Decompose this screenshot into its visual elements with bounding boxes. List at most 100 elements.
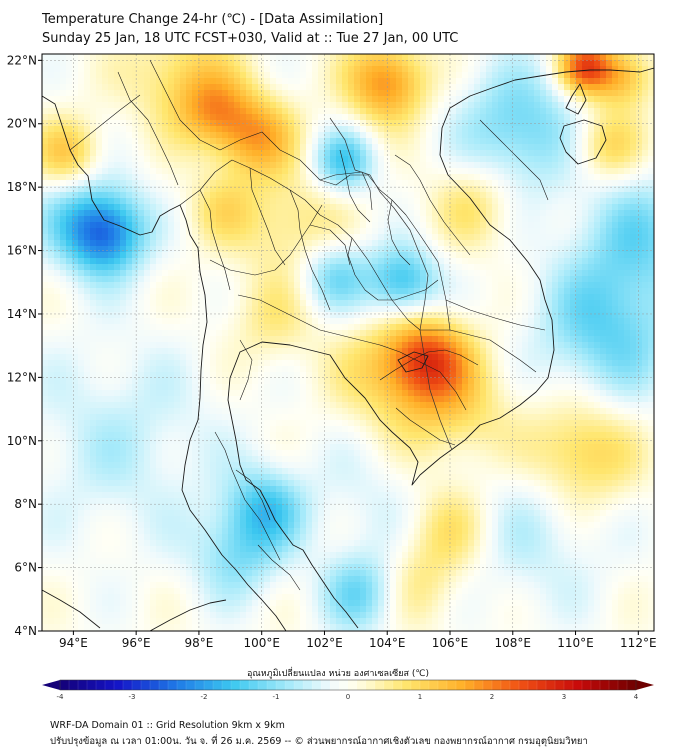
field-cell bbox=[132, 258, 139, 265]
field-cell bbox=[342, 132, 349, 139]
field-cell bbox=[510, 210, 517, 217]
field-cell bbox=[408, 270, 415, 277]
field-cell bbox=[168, 72, 175, 79]
field-cell bbox=[276, 192, 283, 199]
field-cell bbox=[246, 126, 253, 133]
field-cell bbox=[144, 282, 151, 289]
field-cell bbox=[564, 78, 571, 85]
field-cell bbox=[252, 132, 259, 139]
field-cell bbox=[468, 204, 475, 211]
field-cell bbox=[540, 90, 547, 97]
field-cell bbox=[270, 186, 277, 193]
field-cell bbox=[150, 60, 157, 67]
field-cell bbox=[42, 168, 49, 175]
field-cell bbox=[456, 204, 463, 211]
field-cell bbox=[138, 222, 145, 229]
field-cell bbox=[606, 240, 613, 247]
field-cell bbox=[342, 120, 349, 127]
field-cell bbox=[588, 216, 595, 223]
field-cell bbox=[264, 102, 271, 109]
field-cell bbox=[84, 186, 91, 193]
field-cell bbox=[468, 72, 475, 79]
field-cell bbox=[258, 342, 265, 349]
field-cell bbox=[294, 252, 301, 259]
field-cell bbox=[570, 252, 577, 259]
field-cell bbox=[510, 84, 517, 91]
field-cell bbox=[96, 324, 103, 331]
field-cell bbox=[456, 270, 463, 277]
field-cell bbox=[552, 144, 559, 151]
field-cell bbox=[276, 282, 283, 289]
field-cell bbox=[426, 162, 433, 169]
field-cell bbox=[180, 258, 187, 265]
field-cell bbox=[330, 96, 337, 103]
field-cell bbox=[288, 210, 295, 217]
field-cell bbox=[600, 270, 607, 277]
field-cell bbox=[144, 270, 151, 277]
field-cell bbox=[534, 282, 541, 289]
field-cell bbox=[192, 54, 199, 61]
field-cell bbox=[492, 228, 499, 235]
field-cell bbox=[168, 210, 175, 217]
field-cell bbox=[210, 222, 217, 229]
field-cell bbox=[486, 210, 493, 217]
field-cell bbox=[192, 210, 199, 217]
field-cell bbox=[348, 264, 355, 271]
field-cell bbox=[294, 138, 301, 145]
field-cell bbox=[624, 126, 631, 133]
field-cell bbox=[60, 162, 67, 169]
field-cell bbox=[450, 258, 457, 265]
field-cell bbox=[162, 216, 169, 223]
field-cell bbox=[348, 72, 355, 79]
field-cell bbox=[192, 120, 199, 127]
field-cell bbox=[420, 288, 427, 295]
field-cell bbox=[330, 144, 337, 151]
field-cell bbox=[294, 192, 301, 199]
field-cell bbox=[486, 132, 493, 139]
field-cell bbox=[156, 102, 163, 109]
field-cell bbox=[348, 84, 355, 91]
field-cell bbox=[156, 84, 163, 91]
field-cell bbox=[606, 60, 613, 67]
field-cell bbox=[342, 78, 349, 85]
field-cell bbox=[396, 96, 403, 103]
field-cell bbox=[492, 102, 499, 109]
field-cell bbox=[534, 228, 541, 235]
field-cell bbox=[48, 114, 55, 121]
field-cell bbox=[90, 342, 97, 349]
field-cell bbox=[486, 102, 493, 109]
field-cell bbox=[162, 102, 169, 109]
field-cell bbox=[456, 216, 463, 223]
field-cell bbox=[108, 258, 115, 265]
field-cell bbox=[54, 222, 61, 229]
field-cell bbox=[630, 330, 637, 337]
field-cell bbox=[132, 300, 139, 307]
field-cell bbox=[210, 144, 217, 151]
field-cell bbox=[492, 264, 499, 271]
field-cell bbox=[174, 324, 181, 331]
field-cell bbox=[150, 324, 157, 331]
field-cell bbox=[624, 60, 631, 67]
field-cell bbox=[222, 336, 229, 343]
field-cell bbox=[144, 102, 151, 109]
field-cell bbox=[228, 312, 235, 319]
field-cell bbox=[528, 192, 535, 199]
field-cell bbox=[546, 258, 553, 265]
field-cell bbox=[498, 54, 505, 61]
field-cell bbox=[300, 102, 307, 109]
field-cell bbox=[270, 174, 277, 181]
field-cell bbox=[270, 222, 277, 229]
field-cell bbox=[612, 324, 619, 331]
field-cell bbox=[258, 228, 265, 235]
field-cell bbox=[642, 222, 649, 229]
field-cell bbox=[126, 318, 133, 325]
field-cell bbox=[642, 240, 649, 247]
field-cell bbox=[510, 294, 517, 301]
field-cell bbox=[624, 318, 631, 325]
field-cell bbox=[612, 102, 619, 109]
field-cell bbox=[252, 72, 259, 79]
field-cell bbox=[648, 288, 654, 295]
field-cell bbox=[546, 162, 553, 169]
field-cell bbox=[282, 84, 289, 91]
field-cell bbox=[594, 222, 601, 229]
